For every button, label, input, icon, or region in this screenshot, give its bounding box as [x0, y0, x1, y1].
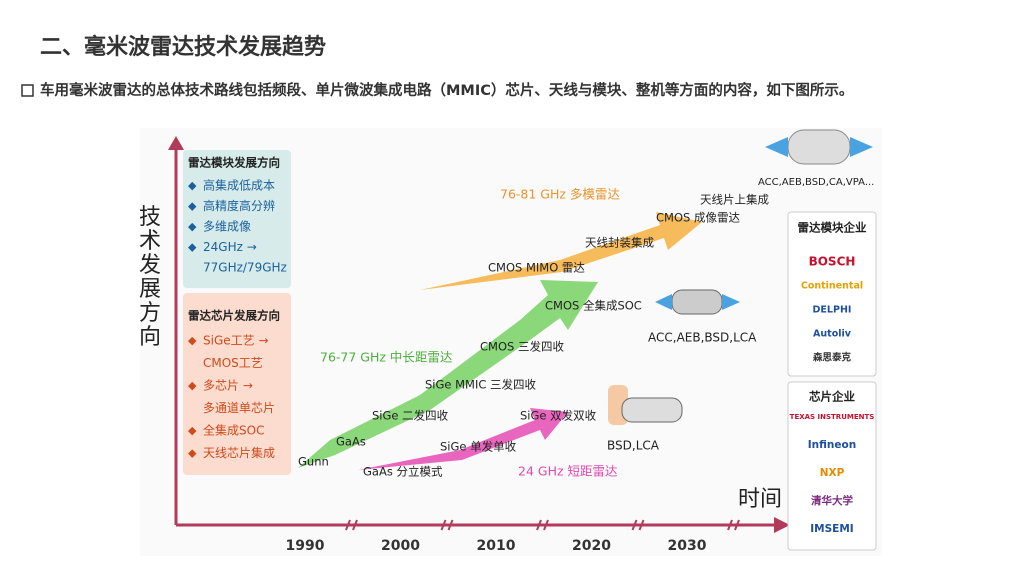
axis-break: [536, 519, 549, 531]
module-item: 高精度高分辨: [203, 198, 275, 213]
module-item: 24GHz →: [203, 240, 257, 254]
y-label-char: 向: [139, 325, 161, 350]
y-label-char: 展: [139, 277, 161, 302]
chip-item: 多芯片 →: [203, 379, 253, 393]
arrow-multimode: [420, 212, 702, 290]
milestone: CMOS 成像雷达: [656, 211, 740, 225]
module-title: 雷达模块发展方向: [188, 156, 280, 170]
bullet-box: [21, 84, 34, 97]
chip-item: CMOS工艺: [203, 356, 263, 370]
arrow-label: 76-77 GHz 中长距雷达: [320, 350, 453, 365]
module-company: Autoliv: [813, 329, 852, 340]
milestone: CMOS MIMO 雷达: [488, 261, 585, 275]
chip-item: 天线芯片集成: [203, 445, 275, 460]
y-label-char: 方: [139, 301, 161, 326]
chip-company: TEXAS INSTRUMENTS: [790, 413, 875, 421]
module-item: 77GHz/79GHz: [203, 261, 287, 275]
module-item: 高集成低成本: [203, 178, 275, 193]
arrow-short-range: [358, 408, 568, 470]
bullet: ◆: [188, 220, 197, 233]
milestone: GaAs: [336, 435, 366, 449]
bullet: ◆: [188, 447, 197, 460]
milestone: SiGe 二发四收: [372, 409, 449, 423]
chip-company: IMSEMI: [810, 523, 853, 535]
milestone: GaAs 分立模式: [363, 465, 443, 479]
milestone: SiGe 单发单收: [440, 440, 517, 454]
x-label: 时间: [738, 487, 782, 512]
year-label: 2000: [381, 538, 420, 554]
car-icon-mid: [655, 289, 740, 315]
module-company: DELPHI: [813, 305, 852, 316]
application: BSD,LCA: [607, 439, 660, 453]
chip-companies-title: 芯片企业: [809, 390, 855, 404]
chip-box: [183, 293, 291, 475]
y-label-char: 发: [139, 253, 161, 278]
year-label: 2020: [572, 538, 611, 554]
chip-company: Infineon: [808, 439, 856, 451]
bullet: ◆: [188, 241, 197, 254]
year-label: 2030: [668, 538, 707, 554]
axis-break: [440, 519, 454, 531]
module-companies-box: [787, 211, 877, 377]
module-item: 多维成像: [203, 220, 251, 234]
bullet: ◆: [188, 424, 197, 437]
chip-companies-box: [787, 381, 877, 551]
bullet: ◆: [188, 200, 197, 213]
bullet-text: 车用毫米波雷达的总体技术路线包括频段、单片微波集成电路（MMIC）芯片、天线与模…: [40, 81, 853, 99]
arrow-label: 24 GHz 短距雷达: [518, 464, 618, 479]
y-label-char: 术: [139, 229, 161, 254]
bullet: ◆: [188, 179, 197, 192]
module-company: 森思泰克: [813, 352, 852, 364]
year-label: 1990: [286, 538, 325, 554]
car-icon-low: [608, 385, 683, 425]
milestone: SiGe 双发双收: [520, 409, 597, 423]
milestone: 天线片上集成: [700, 193, 769, 207]
axis-break: [631, 519, 645, 531]
module-companies-title: 雷达模块企业: [798, 221, 867, 235]
arrow-mid-range: [298, 280, 598, 468]
chip-item: 多通道单芯片: [203, 401, 275, 415]
y-label-char: 技: [139, 205, 161, 230]
chip-title: 雷达芯片发展方向: [188, 309, 280, 323]
chip-company: NXP: [820, 467, 845, 479]
arrow-label: 76-81 GHz 多模雷达: [500, 187, 620, 202]
milestone: 天线封装集成: [585, 236, 654, 250]
y-arrow: [168, 136, 184, 150]
module-company: BOSCH: [809, 255, 856, 269]
chip-item: 全集成SOC: [203, 423, 264, 438]
bullet: ◆: [188, 334, 197, 347]
axis-break: [345, 519, 358, 531]
milestone: CMOS 全集成SOC: [545, 299, 642, 313]
chip-company: 清华大学: [811, 494, 853, 507]
application: ACC,AEB,BSD,LCA: [648, 331, 757, 345]
module-box: [183, 150, 291, 288]
chip-item: SiGe工艺 →: [203, 334, 269, 348]
milestone: CMOS 三发四收: [480, 340, 564, 354]
bullet: ◆: [188, 379, 197, 392]
year-label: 2010: [477, 538, 516, 554]
milestone: SiGe MMIC 三发四收: [425, 378, 537, 392]
milestone: Gunn: [298, 455, 329, 469]
module-company: Continental: [801, 281, 863, 292]
title: 二、毫米波雷达技术发展趋势: [40, 34, 326, 60]
x-arrow: [774, 517, 790, 533]
application: ACC,AEB,BSD,CA,VPA...: [758, 177, 874, 188]
car-icon-top: [765, 129, 873, 165]
axis-break: [727, 519, 740, 531]
